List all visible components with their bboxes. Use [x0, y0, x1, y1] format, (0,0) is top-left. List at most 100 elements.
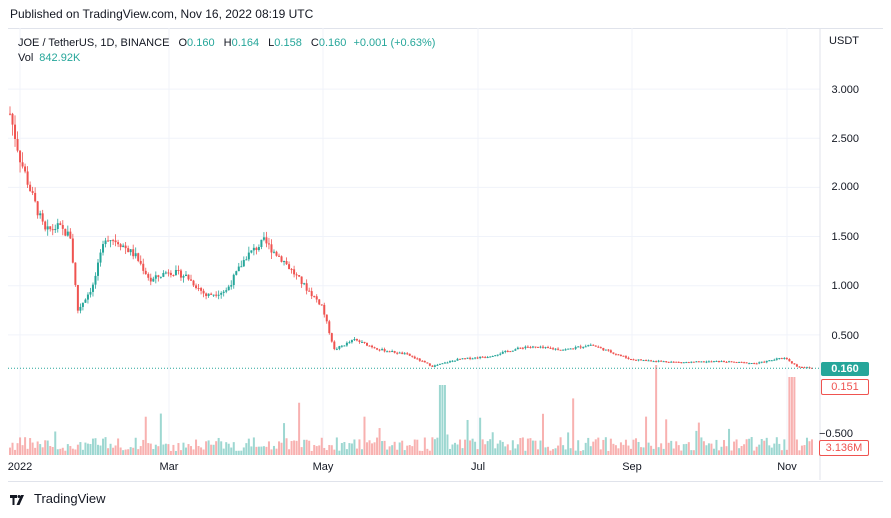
candle-body — [107, 240, 110, 242]
volume-bar — [345, 449, 348, 455]
volume-bar — [622, 444, 625, 455]
candle-body — [607, 349, 610, 351]
candle-body — [76, 284, 79, 311]
volume-bar — [119, 447, 122, 455]
symbol-label[interactable]: JOE / TetherUS, 1D, BINANCE — [18, 37, 170, 49]
volume-bar — [421, 450, 424, 455]
volume-bar — [692, 450, 695, 455]
volume-bar — [780, 450, 783, 455]
volume-bar — [471, 438, 474, 455]
candle-body — [738, 361, 741, 363]
volume-bar — [61, 447, 64, 455]
volume-bar — [76, 444, 79, 455]
volume-bar — [443, 385, 446, 455]
candle-body — [280, 256, 283, 262]
candle-body — [723, 361, 726, 363]
volume-bar — [290, 441, 293, 455]
volume-bar — [46, 440, 49, 455]
candle-body — [16, 139, 19, 151]
candle-body — [205, 293, 208, 296]
volume-bar — [137, 449, 140, 455]
volume-bar — [619, 442, 622, 455]
candle-body — [778, 358, 781, 360]
candle-body — [700, 361, 703, 363]
volume-bar — [308, 440, 311, 455]
candle-body — [260, 239, 263, 247]
volume-legend: Vol 842.92K — [18, 52, 80, 64]
candle-body — [182, 276, 185, 278]
candle-body — [96, 262, 99, 276]
volume-bar — [378, 428, 381, 455]
volume-bar — [536, 449, 539, 455]
volume-bar — [132, 447, 135, 455]
candle-body — [406, 353, 409, 355]
candle-body — [49, 226, 52, 230]
volume-bar — [164, 443, 167, 455]
volume-bar — [19, 437, 22, 455]
volume-bar — [657, 447, 660, 455]
candle-body — [501, 351, 504, 354]
footer-brand[interactable]: TradingView — [10, 491, 106, 506]
volume-bar — [476, 449, 479, 455]
candle-body — [640, 359, 643, 361]
volume-bar — [682, 444, 685, 455]
candle-body — [572, 348, 575, 350]
candle-body — [529, 347, 532, 349]
volume-bar — [275, 448, 278, 455]
candle-body — [619, 354, 622, 356]
volume-bar — [36, 441, 39, 455]
candle-body — [61, 224, 64, 229]
volume-bar — [257, 446, 260, 455]
volume-bar — [745, 439, 748, 455]
volume-bar — [383, 440, 386, 455]
candle-body — [147, 274, 150, 278]
volume-bar — [26, 448, 29, 455]
candle-body — [612, 352, 615, 354]
volume-bar — [577, 440, 580, 455]
candle-body — [134, 253, 137, 257]
volume-bar — [587, 437, 590, 455]
volume-bar — [564, 449, 567, 455]
candle-body — [368, 345, 371, 347]
candle-body — [670, 361, 673, 363]
candle-body — [476, 357, 479, 359]
volume-bar — [702, 441, 705, 455]
volume-bar — [504, 446, 507, 455]
candle-body — [9, 113, 11, 115]
volume-bar — [501, 441, 504, 455]
candle-body — [788, 359, 791, 362]
volume-bar — [262, 446, 265, 455]
volume-bar — [102, 438, 105, 455]
volume-bar — [607, 450, 610, 455]
volume-bar — [295, 440, 298, 455]
volume-bar — [179, 450, 182, 455]
candle-body — [675, 361, 678, 363]
volume-bar — [589, 446, 592, 455]
candle-body — [755, 363, 758, 365]
volume-bar — [355, 448, 358, 455]
volume-bar — [320, 437, 323, 455]
volume-bar — [811, 439, 813, 455]
volume-bar — [597, 437, 600, 455]
volume-bar — [469, 440, 472, 455]
candle-body — [773, 359, 776, 361]
volume-bar — [768, 445, 771, 455]
candle-body — [579, 346, 582, 348]
candle-body — [403, 353, 406, 355]
high-value: 0.164 — [231, 37, 260, 49]
candle-body — [486, 357, 489, 359]
candle-body — [775, 358, 778, 360]
candle-body — [200, 288, 203, 291]
volume-bar — [129, 447, 132, 455]
candle-body — [720, 361, 723, 363]
candle-body — [330, 333, 333, 342]
volume-bar — [315, 446, 318, 455]
candle-body — [464, 358, 467, 360]
volume-bar — [431, 437, 434, 455]
volume-bar — [122, 450, 125, 455]
candle-body — [66, 231, 69, 236]
candle-body — [569, 348, 572, 350]
candle-body — [587, 345, 590, 347]
candle-body — [21, 162, 24, 167]
